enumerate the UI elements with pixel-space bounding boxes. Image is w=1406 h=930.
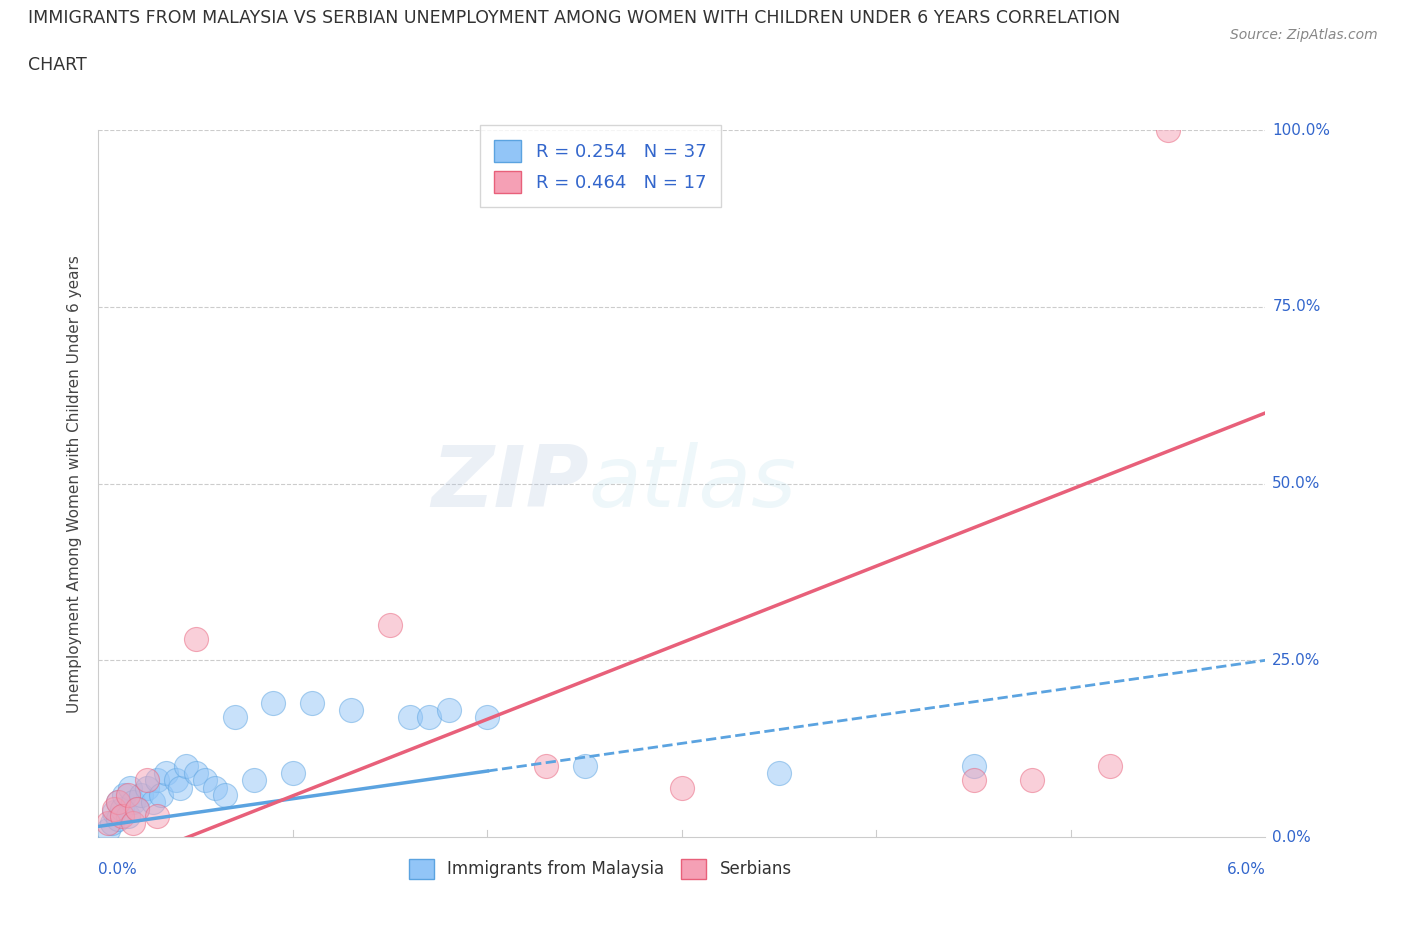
Point [301, 696, 323, 711]
Point [1098, 759, 1121, 774]
Point [111, 808, 134, 823]
Point [169, 780, 191, 795]
Point [117, 787, 139, 802]
Point [768, 766, 790, 781]
Point [122, 816, 145, 830]
Text: 75.0%: 75.0% [1272, 299, 1320, 314]
Point [122, 794, 145, 809]
Point [534, 759, 557, 774]
Point [127, 802, 149, 817]
Text: 50.0%: 50.0% [1272, 476, 1320, 491]
Point [380, 618, 402, 632]
Point [146, 773, 169, 788]
Point [671, 780, 693, 795]
Text: 100.0%: 100.0% [1272, 123, 1330, 138]
Point [184, 766, 207, 781]
Point [149, 787, 172, 802]
Point [129, 787, 152, 802]
Point [97, 816, 120, 830]
Point [281, 766, 304, 781]
Point [1021, 773, 1043, 788]
Point [155, 766, 177, 781]
Point [184, 631, 207, 646]
Point [97, 822, 120, 837]
Point [101, 816, 124, 830]
Point [962, 773, 984, 788]
Point [103, 802, 125, 817]
Point [340, 702, 363, 717]
Point [194, 773, 217, 788]
Point [118, 780, 141, 795]
Point [437, 702, 460, 717]
Point [224, 710, 246, 724]
Point [398, 710, 420, 724]
Point [136, 773, 159, 788]
Point [962, 759, 984, 774]
Text: CHART: CHART [28, 56, 87, 73]
Text: IMMIGRANTS FROM MALAYSIA VS SERBIAN UNEMPLOYMENT AMONG WOMEN WITH CHILDREN UNDER: IMMIGRANTS FROM MALAYSIA VS SERBIAN UNEM… [28, 9, 1121, 27]
Y-axis label: Unemployment Among Women with Children Under 6 years: Unemployment Among Women with Children U… [67, 255, 83, 712]
Point [574, 759, 596, 774]
Point [418, 710, 440, 724]
Point [146, 808, 169, 823]
Point [107, 812, 129, 827]
Text: 6.0%: 6.0% [1226, 862, 1265, 877]
Point [174, 759, 197, 774]
Text: ZIP: ZIP [430, 442, 589, 525]
Point [111, 802, 134, 817]
Text: 0.0%: 0.0% [1272, 830, 1310, 844]
Point [262, 696, 284, 711]
Point [243, 773, 266, 788]
Point [103, 804, 125, 819]
Text: 0.0%: 0.0% [98, 862, 138, 877]
Point [214, 787, 236, 802]
Point [112, 787, 135, 802]
Text: Source: ZipAtlas.com: Source: ZipAtlas.com [1230, 28, 1378, 42]
Point [165, 773, 187, 788]
Point [136, 780, 159, 795]
Point [107, 794, 129, 809]
Point [117, 808, 139, 823]
Point [1157, 123, 1180, 138]
Point [142, 794, 165, 809]
Text: 25.0%: 25.0% [1272, 653, 1320, 668]
Legend: Immigrants from Malaysia, Serbians: Immigrants from Malaysia, Serbians [395, 845, 804, 892]
Point [204, 780, 226, 795]
Text: atlas: atlas [589, 442, 797, 525]
Point [107, 794, 129, 809]
Point [477, 710, 499, 724]
Point [127, 802, 149, 817]
